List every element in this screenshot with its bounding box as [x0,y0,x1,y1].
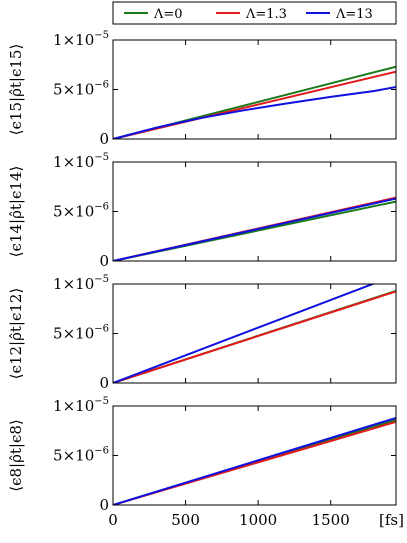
y-axis-label: ⟨ϵ12|ρ̂t|ϵ12⟩ [7,288,25,380]
legend-box [112,1,397,25]
legend-label: Λ=13 [335,7,373,22]
y-tick-label: 0 [99,374,109,392]
y-axis-label: ⟨ϵ15|ρ̂t|ϵ15⟩ [7,44,25,136]
legend-label: Λ=1.3 [245,7,287,22]
panel: 0 5×10−6 1×10−5 ⟨ϵ15|ρ̂t|ϵ15⟩ [7,30,397,148]
y-tick-label: 0 [99,496,109,514]
y-tick-label: 5×10−6 [53,80,109,99]
legend-label: Λ=0 [153,7,183,22]
series-line [113,416,396,505]
x-tick-label: 0 [108,511,118,529]
series-line [113,284,376,383]
y-tick-label: 5×10−6 [53,202,109,221]
panel: 0 5×10−6 1×10−5 ⟨ϵ14|ρ̂t|ϵ14⟩ [7,152,397,270]
panel: 0 5×10−6 1×10−5 ⟨ϵ12|ρ̂t|ϵ12⟩ [7,274,397,392]
plot-frame [112,405,397,506]
y-axis-label: ⟨ϵ8|ρ̂t|ϵ8⟩ [7,419,25,492]
x-axis-label: [fs] [379,511,404,529]
plot-frame [112,39,397,140]
y-tick-label: 1×10−5 [53,396,109,415]
y-tick-label: 1×10−5 [53,30,109,49]
y-tick-label: 1×10−5 [53,274,109,293]
y-axis-label: ⟨ϵ14|ρ̂t|ϵ14⟩ [7,166,25,258]
x-tick-label: 500 [171,511,200,529]
series-line [113,197,396,261]
series-line [113,86,396,139]
y-tick-label: 0 [99,130,109,148]
x-tick-label: 1500 [312,511,350,529]
x-tick-label: 1000 [239,511,277,529]
y-tick-label: 1×10−5 [53,152,109,171]
y-tick-label: 5×10−6 [53,324,109,343]
series-line [113,290,396,383]
panel: 0 5×10−6 1×10−5 ⟨ϵ8|ρ̂t|ϵ8⟩ [7,396,397,514]
y-tick-label: 0 [99,252,109,270]
y-tick-label: 5×10−6 [53,446,109,465]
legend: Λ=0 Λ=1.3 Λ=13 [112,1,397,25]
